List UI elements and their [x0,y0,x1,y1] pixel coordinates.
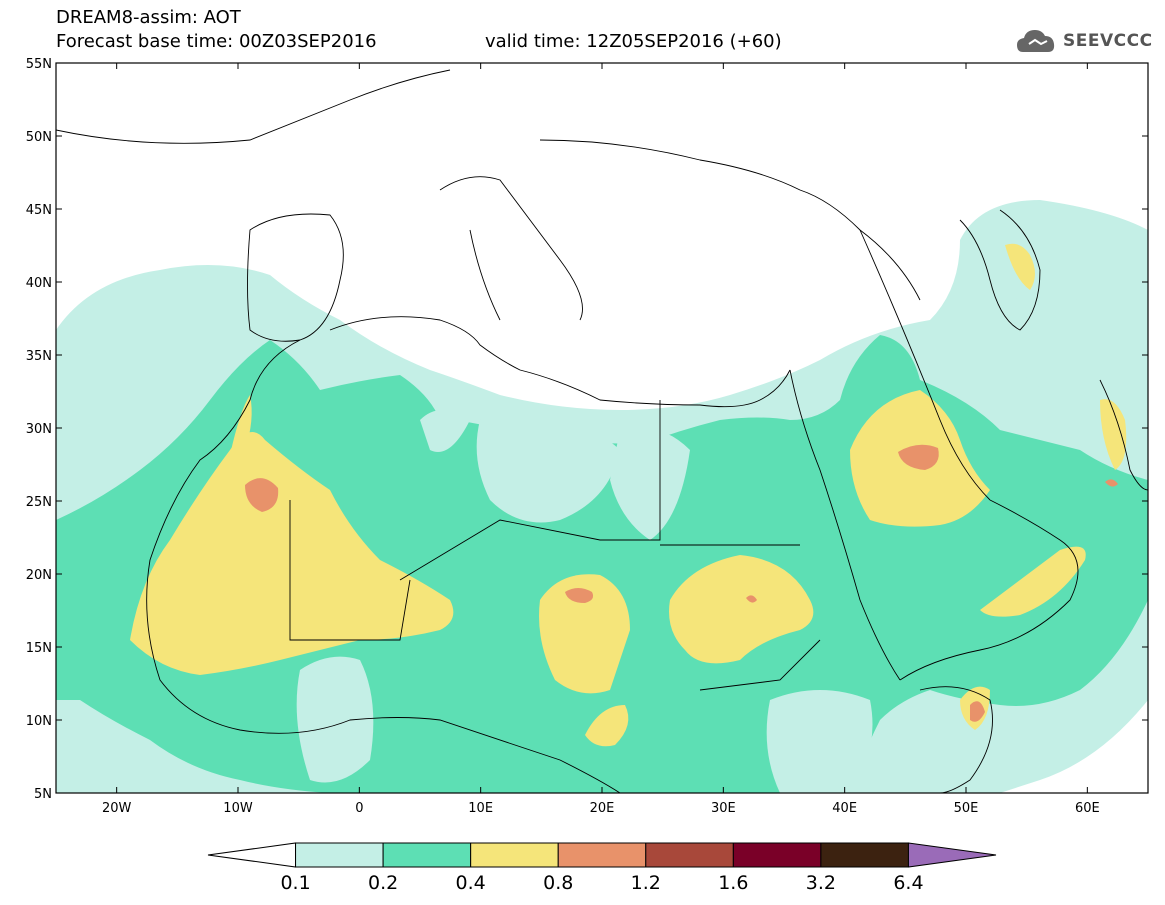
lat-tick-label: 45N [26,203,52,218]
map-title: DREAM8-assim: AOT [56,7,241,28]
lat-tick-label: 20N [26,568,52,583]
colorbar-segment [207,842,297,868]
aot-0.8-somalia [970,701,985,722]
colorbar-label: 1.2 [631,872,661,894]
colorbar-label: 0.4 [456,872,486,894]
latitude-axis: 55N 50N 45N 40N 35N 30N 25N 20N 15N 10N 5N [26,57,1148,802]
aot-0.1-hole-libya [476,416,620,523]
colorbar-label: 1.6 [718,872,748,894]
aot-0.4-west-sahara [130,432,454,675]
aot-0.4-oman [980,546,1086,617]
aot-0.4-cameroon [585,705,629,747]
aot-0.4-iran-east [1100,399,1127,470]
aot-contours [56,200,1148,793]
colorbar-segment [470,842,559,868]
aot-0.4-sudan [669,555,814,664]
colorbar-segment [557,842,647,868]
colorbar-label: 0.2 [368,872,398,894]
colorbar: 0.1 0.2 0.4 0.8 1.2 1.6 3.2 6.4 [207,842,997,894]
lon-tick-label: 10E [468,801,493,816]
lon-tick-label: 20W [102,801,132,816]
aot-0.8-iran [1105,479,1118,487]
colorbar-segment [820,842,909,868]
coastlines [56,69,1148,793]
colorbar-label: 0.1 [280,872,310,894]
aot-0.1-hole-egypt [610,427,690,540]
lon-tick-label: 10W [223,801,253,816]
aot-0.1-hole-sahel [296,656,374,783]
colorbar-label: 0.8 [543,872,573,894]
colorbar-segment [732,842,822,868]
lon-tick-label: 50E [954,801,979,816]
lon-tick-label: 40E [832,801,857,816]
forecast-base-time: Forecast base time: 00Z03SEP2016 [56,31,377,52]
colorbar-segment [907,842,997,868]
lat-tick-label: 35N [26,349,52,364]
lat-tick-label: 25N [26,495,52,510]
aot-0.1-hole-iran [1010,296,1113,393]
lon-tick-label: 60E [1075,801,1100,816]
longitude-axis: 20W 10W 0 10E 20E 30E 40E 50E 60E [102,63,1100,816]
lat-tick-label: 5N [34,787,52,802]
lat-tick-label: 15N [26,641,52,656]
lon-tick-label: 30E [711,801,736,816]
aot-0.4-atlantic-coast [230,395,252,455]
lon-tick-label: 20E [590,801,615,816]
aot-0.8-sudan [746,595,757,603]
aot-0.1-hole-sahara [420,410,470,452]
valid-time: valid time: 12Z05SEP2016 (+60) [485,31,782,52]
lat-tick-label: 50N [26,130,52,145]
cloud-logo-icon [1017,30,1055,52]
lat-tick-label: 30N [26,422,52,437]
colorbar-segment [645,842,734,868]
colorbar-label: 3.2 [806,872,836,894]
lat-tick-label: 10N [26,714,52,729]
logo-text: SEEVCCC [1063,31,1153,51]
colorbar-label: 6.4 [893,872,923,894]
lat-tick-label: 40N [26,276,52,291]
aot-0.1-hole-ethiopia [766,690,873,793]
aot-0.8-algeria [245,478,279,512]
lat-tick-label: 55N [26,57,52,72]
aot-0.4-caspian [1005,243,1035,290]
colorbar-segment [295,842,384,868]
aot-0.8-chad [565,588,594,603]
colorbar-segment [382,842,472,868]
lon-tick-label: 0 [355,801,363,816]
aot-0.4-chad [539,574,630,694]
aot-0.8-arabia [898,444,939,470]
